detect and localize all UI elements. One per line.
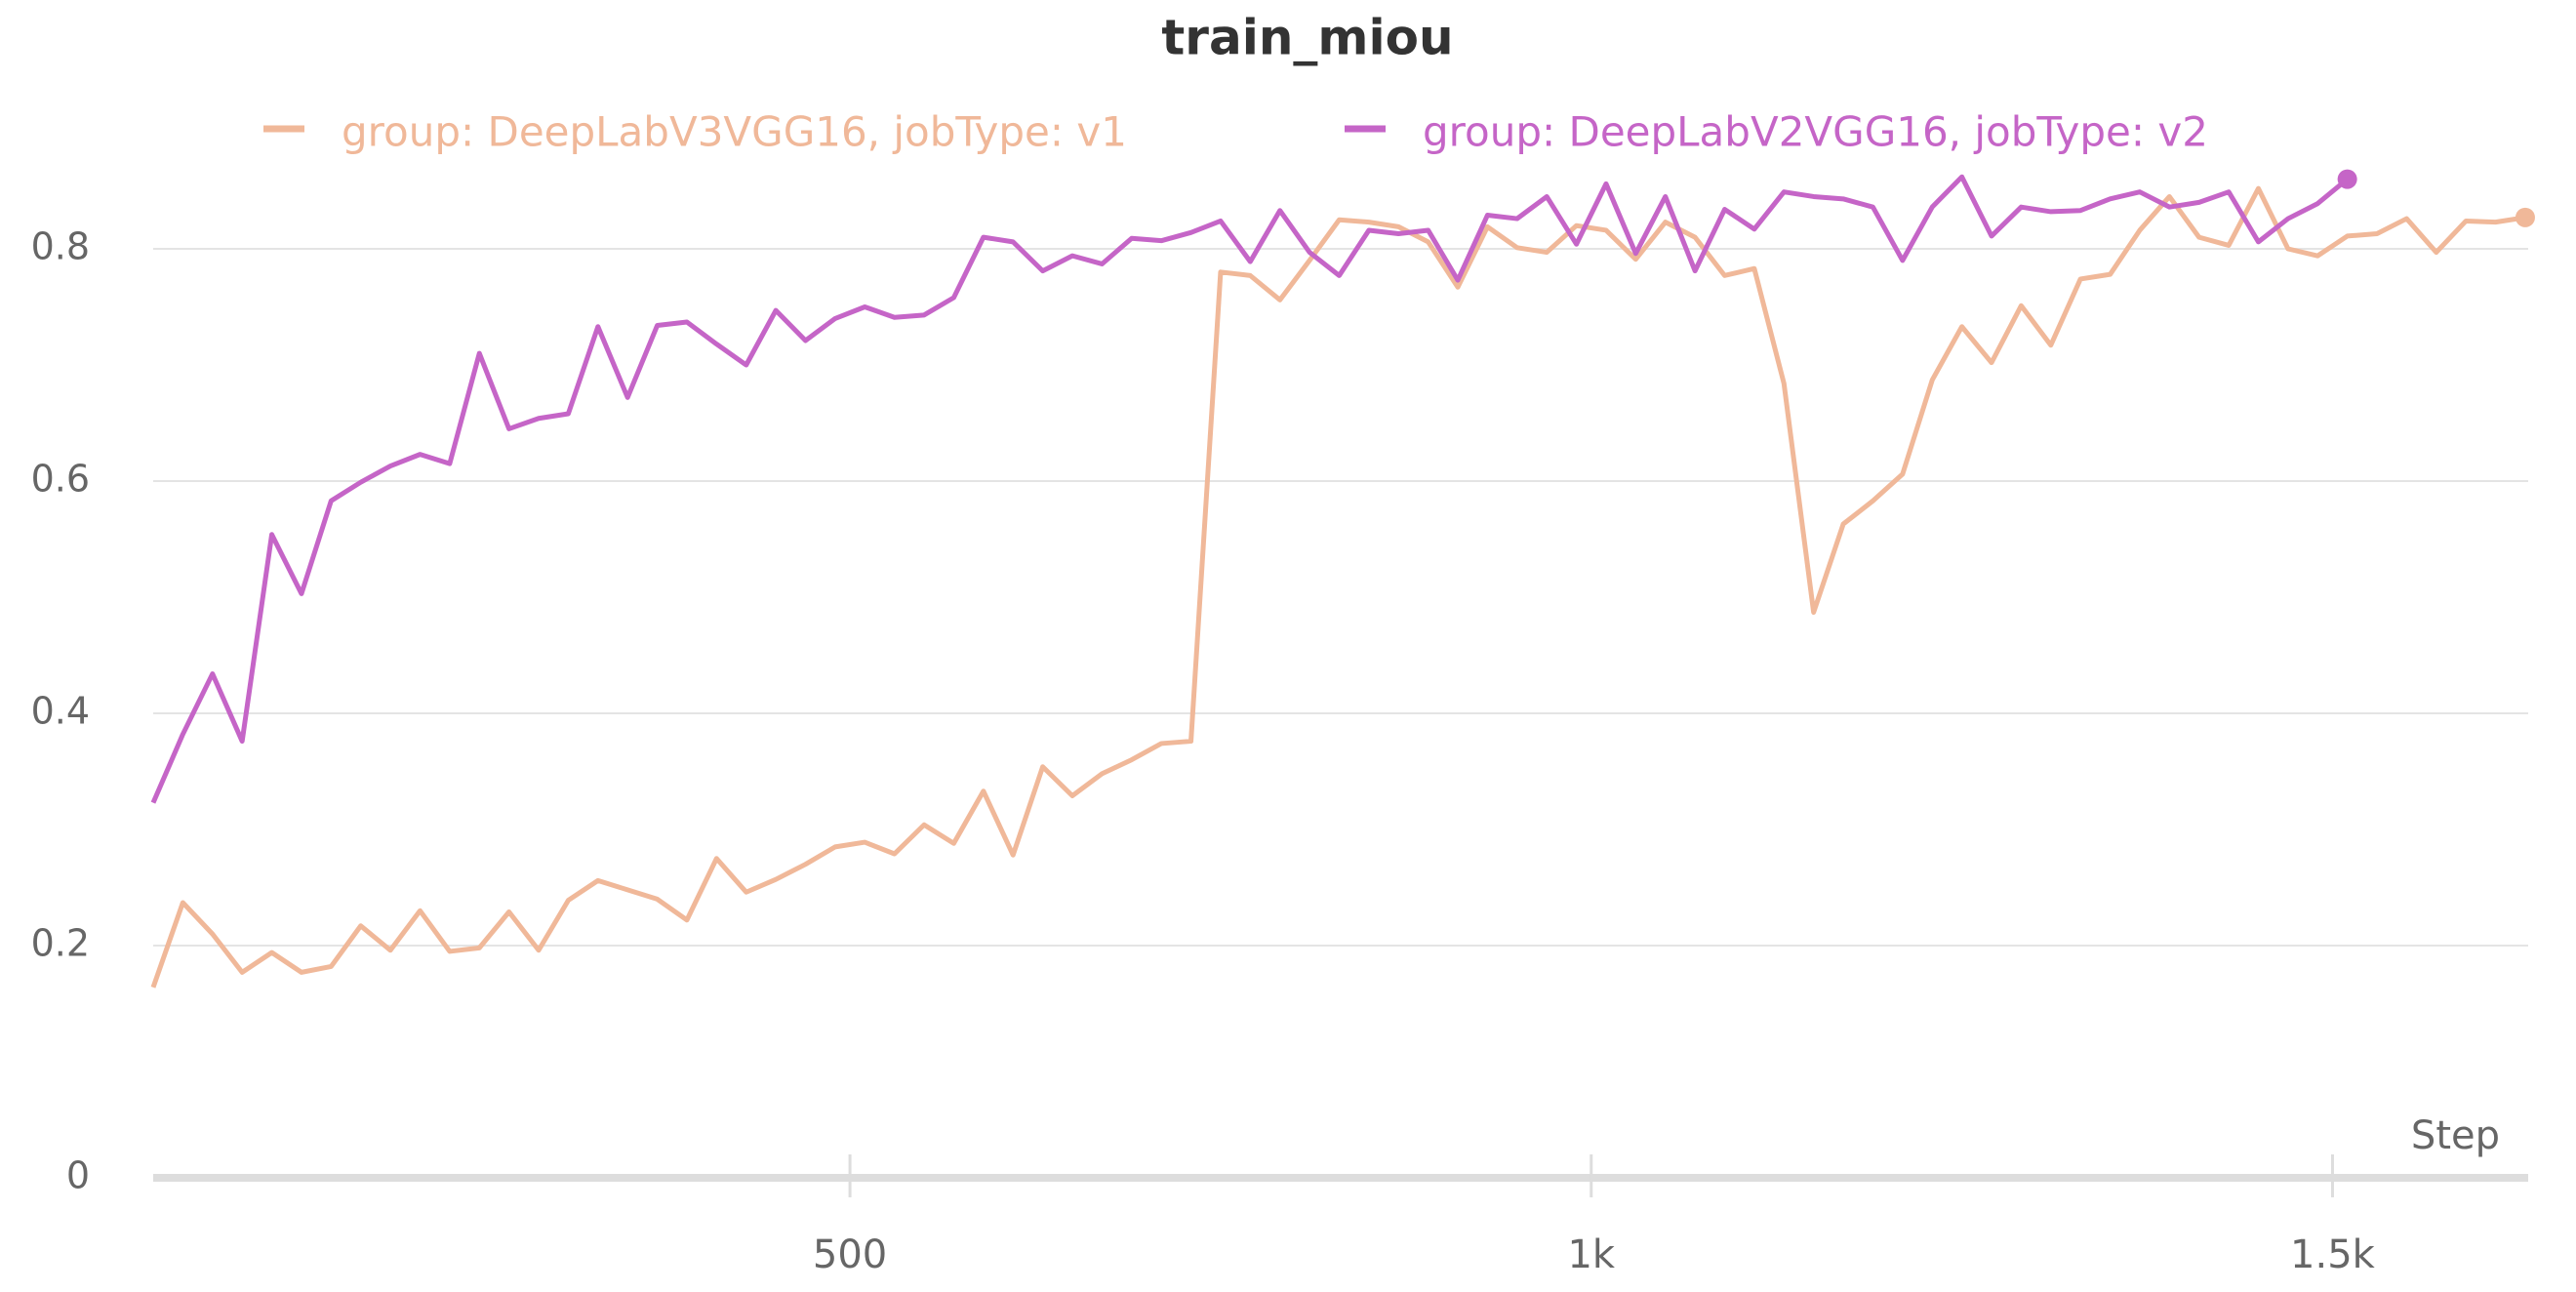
series-line (150, 174, 2350, 804)
series-line (150, 185, 2526, 989)
chart-title: train_miou (1161, 10, 1453, 66)
x-tick-label: 500 (813, 1232, 887, 1277)
x-axis-label: Step (2411, 1113, 2500, 1158)
x-tick-label: 1.5k (2290, 1232, 2376, 1277)
y-tick-label: 0.4 (31, 690, 90, 733)
legend-label: group: DeepLabV2VGG16, jobType: v2 (1423, 108, 2208, 156)
end-point (2337, 169, 2357, 189)
x-tick-label: 1k (1567, 1232, 1615, 1277)
y-tick-label: 0 (66, 1154, 90, 1197)
y-tick-label: 0.8 (31, 225, 90, 268)
end-point (2515, 207, 2535, 227)
y-tick-label: 0.6 (31, 458, 90, 501)
legend-label: group: DeepLabV3VGG16, jobType: v1 (342, 108, 1127, 156)
y-tick-label: 0.2 (31, 922, 90, 965)
